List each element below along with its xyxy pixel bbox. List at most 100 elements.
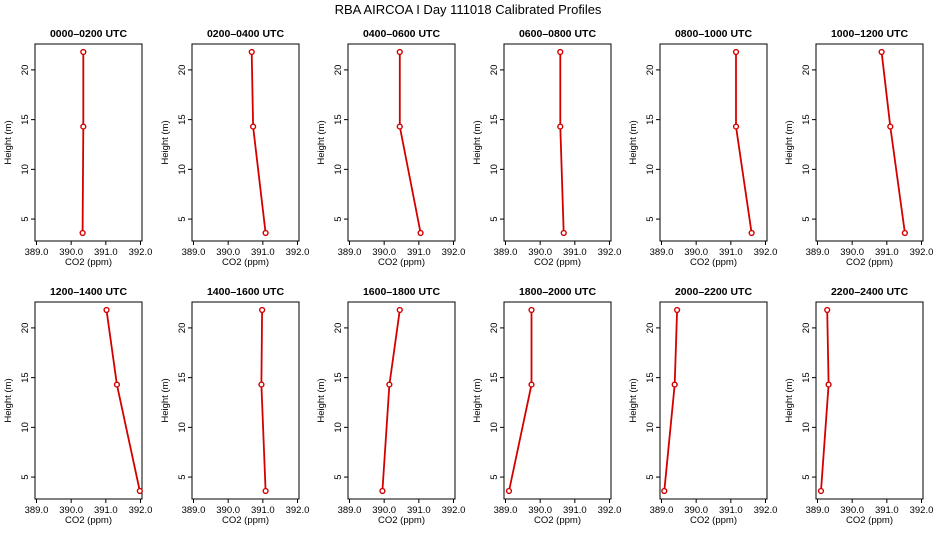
x-tick-label: 389.0 [494,505,518,516]
profile-panel: 1800–2000 UTC 389.0 390.0 391.0 392.0 5 10 15 20… [472,286,621,526]
y-tick-label: 10 [645,422,656,433]
profile-panel: 0600–0800 UTC 389.0 390.0 391.0 392.0 5 10 15 20… [472,28,621,268]
y-tick-label: 5 [489,216,500,221]
x-axis-label: CO2 (ppm) [65,515,112,526]
profile-point [80,48,87,56]
x-tick-label: 392.0 [129,505,153,516]
panel-title: 0200–0400 UTC [207,28,284,40]
profile-point [732,48,740,56]
profile-point [817,487,825,495]
y-axis-label: Height (m) [160,120,171,164]
profile-point [673,306,681,314]
panel-title: 1400–1600 UTC [207,286,284,298]
y-tick-label: 15 [801,114,812,125]
y-tick-label: 20 [801,323,812,334]
y-tick-label: 10 [489,422,500,433]
profile-point [505,487,513,495]
y-tick-label: 20 [645,323,656,334]
y-tick-label: 5 [177,474,188,479]
y-tick-label: 15 [801,372,812,383]
y-tick-label: 20 [489,323,500,334]
profile-point [528,381,535,388]
y-axis-label: Height (m) [3,378,14,422]
x-tick-label: 392.0 [598,505,622,516]
x-tick-label: 392.0 [754,247,778,258]
x-tick-label: 391.0 [875,247,899,258]
y-tick-label: 10 [20,422,31,433]
profile-panel: 1400–1600 UTC 389.0 390.0 391.0 392.0 5 10 15 20… [160,286,309,526]
profile-point [560,229,567,237]
x-tick-label: 389.0 [650,247,674,258]
plot-frame [815,301,924,500]
profile-point [80,123,87,130]
profile-point [671,381,678,388]
profile-panel: 2000–2200 UTC 389.0 390.0 391.0 392.0 5 10 15 20… [628,286,777,526]
x-tick-label: 391.0 [407,505,431,516]
x-tick-label: 392.0 [286,247,310,258]
profile-line [250,51,267,234]
y-tick-label: 15 [489,114,500,125]
y-tick-label: 5 [801,216,812,221]
plot-frame [34,43,143,242]
profile-line [508,310,533,492]
x-tick-label: 391.0 [875,505,899,516]
x-axis-label: CO2 (ppm) [65,257,112,268]
plot-frame [191,43,300,242]
y-axis-label: Height (m) [784,120,795,164]
x-tick-label: 389.0 [806,505,830,516]
x-tick-label: 391.0 [407,247,431,258]
x-tick-label: 391.0 [719,505,743,516]
x-axis-label: CO2 (ppm) [534,257,581,268]
x-tick-label: 389.0 [25,505,49,516]
panel-title: 0000–0200 UTC [50,28,127,40]
profile-point [79,229,86,237]
y-axis-label: Height (m) [472,120,483,164]
panel-grid: 0000–0200 UTC 389.0 390.0 391.0 392.0 5 10 15 20… [3,28,933,526]
y-tick-label: 5 [645,216,656,221]
x-tick-label: 391.0 [94,247,118,258]
y-tick-label: 10 [801,422,812,433]
panel-title: 0800–1000 UTC [675,28,752,40]
y-tick-label: 10 [20,164,31,175]
x-axis-label: CO2 (ppm) [846,257,893,268]
profile-panel: 2200–2400 UTC 389.0 390.0 391.0 392.0 5 10 15 20… [784,286,933,526]
profile-panel: 1000–1200 UTC 389.0 390.0 391.0 392.0 5 10 15 20… [784,28,933,268]
profile-point [250,123,257,130]
panel-title: 1600–1800 UTC [363,286,440,298]
y-tick-label: 20 [20,65,31,76]
y-tick-label: 5 [489,474,500,479]
x-tick-label: 390.0 [528,247,552,258]
profile-panel: 0800–1000 UTC 389.0 390.0 391.0 392.0 5 10 15 20… [628,28,777,268]
x-axis-label: CO2 (ppm) [222,515,269,526]
x-axis-label: CO2 (ppm) [222,257,269,268]
profile-point [661,487,668,495]
panel-title: 2000–2200 UTC [675,286,752,298]
profile-point [748,229,755,237]
plot-frame [503,43,612,242]
y-tick-label: 15 [20,372,31,383]
y-tick-label: 20 [333,323,344,334]
x-tick-label: 389.0 [806,247,830,258]
profile-point [136,487,143,495]
y-axis-label: Height (m) [316,120,327,164]
profile-line [105,309,141,492]
profile-point [825,381,832,388]
panel-title: 1800–2000 UTC [519,286,596,298]
panel-title: 0600–0800 UTC [519,28,596,40]
y-tick-label: 15 [645,372,656,383]
y-axis-label: Height (m) [628,378,639,422]
y-tick-label: 20 [20,323,31,334]
plot-frame [659,43,768,242]
profile-panel: 0200–0400 UTC 389.0 390.0 391.0 392.0 5 10 15 20… [160,28,309,268]
profile-point [262,229,269,237]
y-axis-label: Height (m) [628,120,639,164]
panel-title: 1000–1200 UTC [831,28,908,40]
x-tick-label: 389.0 [650,505,674,516]
profile-point [732,123,740,130]
x-axis-label: CO2 (ppm) [690,257,737,268]
profile-point [396,123,403,130]
y-tick-label: 15 [177,372,188,383]
y-tick-label: 20 [489,65,500,76]
plot-frame [34,301,143,500]
